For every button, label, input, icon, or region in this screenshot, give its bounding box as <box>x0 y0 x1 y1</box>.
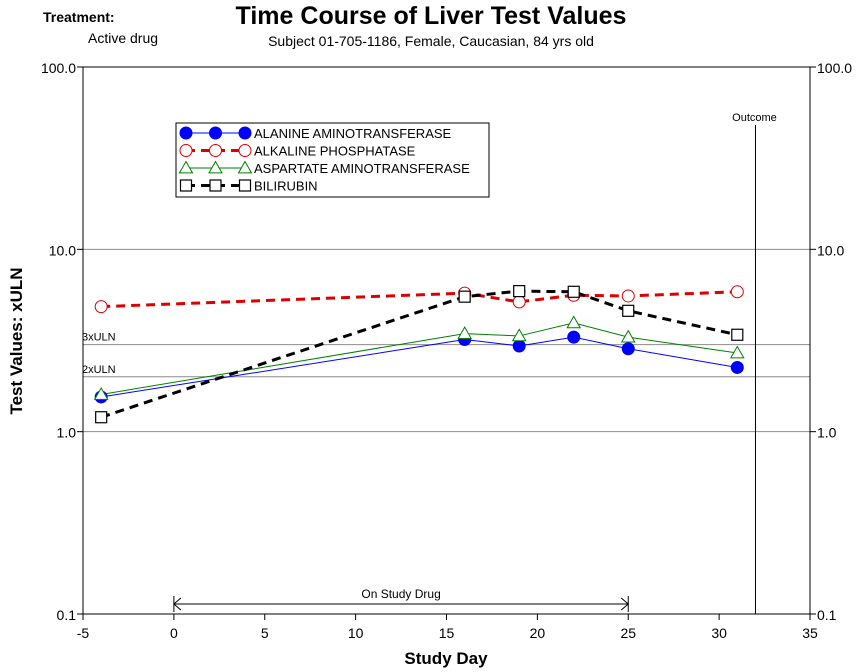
x-axis-label: Study Day <box>404 649 488 668</box>
data-point <box>512 295 526 309</box>
series-line <box>100 289 738 419</box>
data-point <box>95 411 108 424</box>
y-tick-label-right: 0.1 <box>817 607 837 623</box>
data-point <box>209 144 222 157</box>
data-point <box>622 304 635 317</box>
treatment-label: Treatment: <box>43 9 115 25</box>
x-tick-label: 30 <box>711 625 727 641</box>
y-tick-label-right: 1.0 <box>817 425 837 441</box>
chart-title: Time Course of Liver Test Values <box>235 2 627 30</box>
y-tick-label-left: 1.0 <box>57 425 77 441</box>
arrow-right-icon <box>620 597 630 611</box>
data-point <box>179 144 193 157</box>
x-tick-label: 5 <box>261 625 269 641</box>
x-tick-label: -5 <box>77 625 90 641</box>
x-tick-label: 0 <box>170 625 178 641</box>
data-point <box>178 160 194 174</box>
legend-label: ALKALINE PHOSPHATASE <box>254 144 416 159</box>
y-tick-label-left: 0.1 <box>57 607 77 623</box>
series-line <box>101 290 738 309</box>
y-tick-label-left: 100.0 <box>41 60 76 76</box>
data-point <box>238 144 252 157</box>
data-point <box>731 328 744 341</box>
x-tick-label: 25 <box>620 625 636 641</box>
data-point <box>237 160 253 174</box>
data-point <box>567 330 581 344</box>
y-axis-label: Test Values: xULN <box>7 267 26 414</box>
data-point <box>730 360 744 374</box>
data-point <box>179 179 193 192</box>
outcome-label: Outcome <box>732 112 777 124</box>
data-point <box>621 289 635 303</box>
data-point <box>208 160 223 174</box>
series-line <box>101 322 738 395</box>
grid-layer <box>83 248 810 433</box>
data-point <box>566 315 582 329</box>
x-tick-label: 10 <box>348 625 364 641</box>
series-line <box>101 336 738 398</box>
data-point <box>238 179 252 192</box>
y-tick-label-right: 10.0 <box>817 242 844 258</box>
on-study-drug-label: On Study Drug <box>361 587 440 601</box>
data-point <box>457 326 473 339</box>
data-point <box>209 179 222 192</box>
reference-line-label: 3xULN <box>82 332 116 344</box>
y-tick-label-right: 100.0 <box>817 60 852 76</box>
y-tick-label-left: 10.0 <box>49 242 76 258</box>
data-point <box>729 345 745 359</box>
reference-lines-layer: 3xULN 2xULN <box>82 332 810 378</box>
series-layer <box>93 285 745 424</box>
reference-line-label: 2xULN <box>82 364 116 376</box>
data-point <box>567 285 580 298</box>
data-point <box>179 126 193 140</box>
data-point <box>513 285 526 298</box>
x-tick-label: 20 <box>530 625 546 641</box>
annotations-layer: Outcome On Study Drug <box>173 112 777 614</box>
data-point <box>209 126 222 140</box>
data-point <box>730 285 744 299</box>
arrow-left-icon <box>173 597 182 611</box>
legend-box <box>175 122 490 198</box>
legend-label: ALANINE AMINOTRANSFERASE <box>254 126 452 141</box>
x-tick-label: 15 <box>439 625 455 641</box>
data-point <box>93 386 109 400</box>
legend: ALANINE AMINOTRANSFERASE ALKALINE PHOSPHA… <box>175 122 490 198</box>
chart-title-row: Time Course of Liver Test Values <box>0 2 864 31</box>
data-point <box>621 342 635 356</box>
data-point <box>458 290 471 303</box>
data-point <box>511 328 527 342</box>
treatment-value: Active drug <box>88 30 159 46</box>
x-tick-label: 35 <box>802 625 818 641</box>
data-point <box>94 300 108 314</box>
data-point <box>238 126 252 140</box>
legend-label: BILIRUBIN <box>254 179 318 194</box>
data-point <box>512 339 526 353</box>
axes-layer: -5 0 5 10 15 20 25 30 35 0.1 0.1 1.0 1.0 10.0 10.0 100.… <box>41 60 852 641</box>
data-point <box>620 329 636 343</box>
chart-subtitle-row: Subject 01-705-1186, Female, Caucasian, … <box>0 33 864 49</box>
legend-label: ASPARTATE AMINOTRANSFERASE <box>254 161 470 176</box>
chart-subtitle: Subject 01-705-1186, Female, Caucasian, … <box>268 33 594 49</box>
